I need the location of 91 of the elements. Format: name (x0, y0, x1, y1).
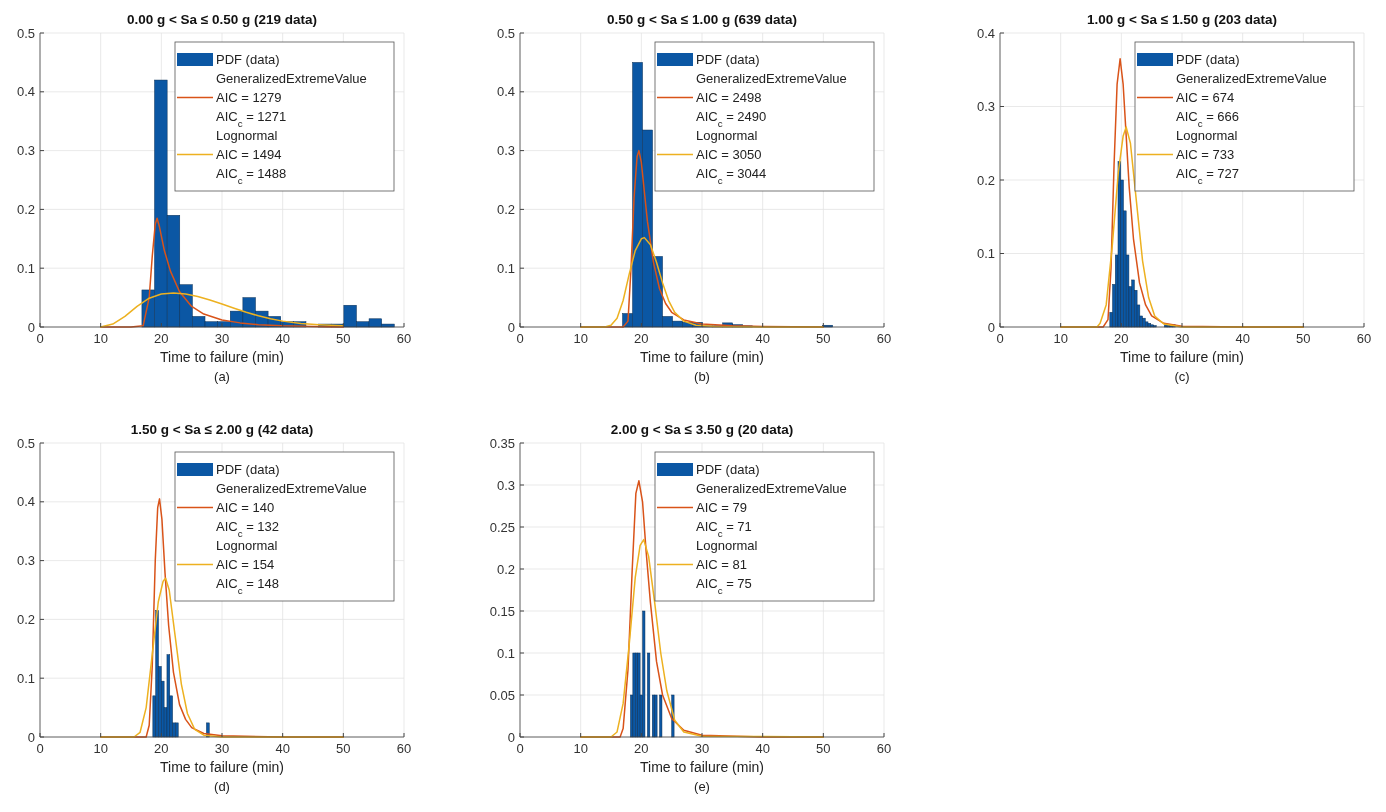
y-tick-label: 0 (507, 319, 515, 335)
y-tick-label: 0 (507, 729, 515, 745)
y-tick-label: 0.2 (16, 611, 35, 627)
y-tick-label: 0 (27, 729, 35, 745)
legend-label: PDF (data) (696, 462, 760, 477)
y-tick-label: 0 (27, 319, 35, 335)
text: (c) (1174, 369, 1190, 384)
x-tick-label: 10 (93, 331, 108, 346)
y-tick-label: 0.3 (496, 477, 515, 493)
legend-label: PDF (data) (696, 52, 760, 67)
x-axis-title: Time to failure (min) (640, 349, 764, 365)
legend-label: PDF (data) (1176, 52, 1240, 67)
x-tick-label: 20 (634, 741, 649, 756)
chart-title: 0.50 g < Sa ≤ 1.00 g (639 data) (606, 12, 798, 27)
x-tick-label: 40 (755, 331, 770, 346)
x-tick-label: 40 (755, 741, 770, 756)
y-tick-label: 0.4 (976, 25, 995, 41)
y-tick-label: 0.05 (489, 687, 515, 703)
y-tick-label: 0.1 (496, 260, 515, 276)
x-tick-label: 30 (214, 331, 230, 346)
x-tick-label: 50 (816, 331, 831, 346)
y-tick-label: 0.3 (16, 553, 35, 569)
y-tick-label: 0.5 (16, 25, 35, 41)
text: (e) (694, 779, 710, 794)
x-tick-label: 50 (336, 331, 351, 346)
y-tick-label: 0 (987, 319, 995, 335)
x-tick-label: 20 (1114, 331, 1129, 346)
x-tick-label: 20 (154, 331, 169, 346)
y-tick-label: 0.35 (489, 435, 515, 451)
x-tick-label: 10 (573, 331, 588, 346)
x-tick-label: 50 (336, 741, 351, 756)
x-tick-label: 50 (1296, 331, 1311, 346)
x-tick-label: 30 (694, 331, 710, 346)
x-tick-label: 60 (396, 331, 412, 346)
x-tick-label: 10 (93, 741, 108, 756)
y-tick-label: 0.4 (16, 84, 35, 100)
x-tick-label: 40 (275, 331, 290, 346)
y-tick-label: 0.2 (16, 201, 35, 217)
y-tick-label: 0.1 (496, 645, 515, 661)
chart-title: 0.00 g < Sa ≤ 0.50 g (219 data) (126, 12, 318, 27)
y-tick-label: 0.5 (496, 25, 515, 41)
y-tick-label: 0.3 (16, 143, 35, 159)
x-axis-title: Time to failure (min) (1120, 349, 1244, 365)
text: (d) (214, 779, 230, 794)
x-axis-title: Time to failure (min) (640, 759, 764, 775)
y-tick-label: 0.1 (16, 260, 35, 276)
y-tick-label: 0.3 (976, 99, 995, 114)
x-tick-label: 30 (1174, 331, 1190, 346)
y-tick-label: 0.2 (496, 561, 515, 577)
x-tick-label: 30 (694, 741, 710, 756)
y-tick-label: 0.25 (489, 519, 515, 535)
text: (a) (214, 369, 230, 384)
legend-label: Lognormal AIC = 3050 AIC$_{c}$ = 3044 (696, 128, 767, 186)
x-tick-label: 20 (634, 331, 649, 346)
legend-label: GeneralizedExtremeValue AIC = 140 AIC$_{c}$ = 132 (216, 481, 367, 539)
y-tick-label: 0.1 (16, 670, 35, 686)
y-tick-label: 0.15 (489, 603, 515, 619)
x-tick-label: 10 (1053, 331, 1068, 346)
x-axis-title: Time to failure (min) (160, 349, 284, 365)
x-tick-label: 60 (876, 741, 892, 756)
text: (b) (694, 369, 710, 384)
x-tick-label: 60 (1356, 331, 1372, 346)
legend-label: GeneralizedExtremeValue AIC = 674 AIC$_{c}$ = 666 (1176, 71, 1327, 129)
x-tick-label: 60 (876, 331, 892, 346)
legend-label: Lognormal AIC = 154 AIC$_{c}$ = 148 (216, 538, 280, 596)
legend-label: PDF (data) (216, 52, 280, 67)
legend-label: PDF (data) (216, 462, 280, 477)
legend-label: Lognormal AIC = 733 AIC$_{c}$ = 727 (1176, 128, 1240, 186)
x-tick-label: 60 (396, 741, 412, 756)
x-tick-label: 10 (573, 741, 588, 756)
x-axis-title: Time to failure (min) (160, 759, 284, 775)
x-tick-label: 40 (275, 741, 290, 756)
legend-label: GeneralizedExtremeValue AIC = 79 AIC$_{c}$ = 71 (696, 481, 847, 539)
y-tick-label: 0.2 (496, 201, 515, 217)
chart-title: 2.00 g < Sa ≤ 3.50 g (20 data) (610, 422, 794, 437)
y-tick-label: 0.4 (16, 494, 35, 510)
x-tick-label: 40 (1235, 331, 1250, 346)
y-tick-label: 0.5 (16, 435, 35, 451)
x-tick-label: 30 (214, 741, 230, 756)
y-tick-label: 0.1 (976, 246, 995, 261)
chart-title: 1.50 g < Sa ≤ 2.00 g (42 data) (130, 422, 314, 437)
legend-label: Lognormal AIC = 81 AIC$_{c}$ = 75 (696, 538, 758, 596)
legend-label: Lognormal AIC = 1494 AIC$_{c}$ = 1488 (216, 128, 287, 186)
y-tick-label: 0.3 (496, 143, 515, 159)
y-tick-label: 0.2 (976, 172, 995, 188)
x-tick-label: 20 (154, 741, 169, 756)
y-tick-label: 0.4 (496, 84, 515, 100)
x-tick-label: 50 (816, 741, 831, 756)
chart-title: 1.00 g < Sa ≤ 1.50 g (203 data) (1086, 12, 1278, 27)
legend-label: GeneralizedExtremeValue AIC = 1279 AIC$_{c}$ = 1271 (216, 71, 367, 129)
legend-label: GeneralizedExtremeValue AIC = 2498 AIC$_{c}$ = 2490 (696, 71, 847, 129)
